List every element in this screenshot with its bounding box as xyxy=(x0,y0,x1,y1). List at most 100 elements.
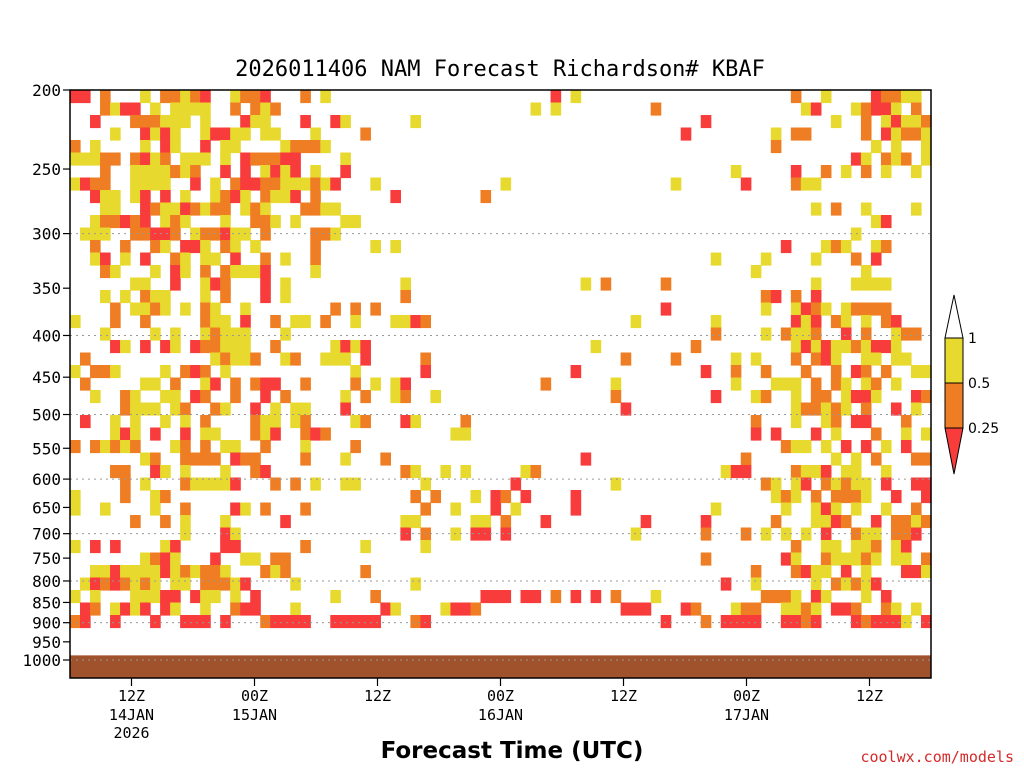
heatmap-cell xyxy=(100,502,111,516)
heatmap-cell xyxy=(880,127,892,141)
heatmap-cell xyxy=(170,327,181,341)
heatmap-cell xyxy=(270,340,281,354)
heatmap-cell xyxy=(100,577,111,591)
heatmap-cell xyxy=(840,465,852,479)
heatmap-cell xyxy=(240,265,251,279)
heatmap-cell xyxy=(730,352,742,366)
heatmap-cell xyxy=(120,340,131,354)
x-tick-date: 15JAN xyxy=(232,706,277,724)
heatmap-cell xyxy=(220,215,231,229)
heatmap-cell xyxy=(710,252,722,266)
heatmap-cell xyxy=(760,302,772,316)
heatmap-cell xyxy=(130,115,141,129)
heatmap-cell xyxy=(250,265,261,279)
heatmap-cell xyxy=(780,327,792,341)
heatmap-cell xyxy=(810,302,822,316)
heatmap-cell xyxy=(110,190,121,204)
heatmap-cell xyxy=(920,565,932,579)
heatmap-cell xyxy=(890,152,902,166)
heatmap-cell xyxy=(110,365,121,379)
y-tick-label: 800 xyxy=(32,572,61,591)
heatmap-cell xyxy=(860,302,872,316)
heatmap-cell xyxy=(140,177,151,191)
heatmap-cell xyxy=(200,240,211,254)
heatmap-cell xyxy=(160,215,171,229)
heatmap-cell xyxy=(400,390,411,404)
heatmap-cell xyxy=(150,402,161,416)
heatmap-cell xyxy=(160,152,171,166)
heatmap-cell xyxy=(860,402,872,416)
heatmap-cell xyxy=(890,602,902,616)
heatmap-cell xyxy=(390,190,401,204)
heatmap-cell xyxy=(890,515,902,529)
legend-swatch-gt1 xyxy=(944,294,964,339)
heatmap-cell xyxy=(170,215,181,229)
heatmap-cell xyxy=(380,602,391,616)
heatmap-cell xyxy=(200,377,211,391)
heatmap-cell xyxy=(140,127,151,141)
y-tick-label: 850 xyxy=(32,593,61,612)
heatmap-cell xyxy=(290,190,301,204)
heatmap-cell xyxy=(410,490,422,504)
heatmap-cell xyxy=(250,152,261,166)
heatmap-cell xyxy=(400,527,411,541)
heatmap-cell xyxy=(890,115,902,129)
heatmap-cell xyxy=(800,340,812,354)
heatmap-cell xyxy=(200,102,211,116)
y-tick-label: 250 xyxy=(32,160,61,179)
heatmap-cell xyxy=(830,240,842,254)
heatmap-cell xyxy=(400,415,411,429)
heatmap-cell xyxy=(100,102,111,116)
heatmap-cell xyxy=(100,165,111,179)
heatmap-cell xyxy=(200,90,211,104)
heatmap-cell xyxy=(720,465,732,479)
heatmap-cell xyxy=(880,590,892,604)
heatmap-cell xyxy=(860,540,872,554)
heatmap-cell xyxy=(810,490,822,504)
heatmap-cell xyxy=(160,177,171,191)
heatmap-cell xyxy=(410,465,422,479)
heatmap-cell xyxy=(810,390,822,404)
heatmap-cell xyxy=(660,302,672,316)
heatmap-cell xyxy=(870,90,882,104)
heatmap-cell xyxy=(190,615,201,629)
heatmap-cell xyxy=(470,490,482,504)
heatmap-cell xyxy=(880,165,892,179)
x-tick-date: 17JAN xyxy=(724,706,769,724)
heatmap-cell xyxy=(330,615,341,629)
heatmap-cell xyxy=(790,127,802,141)
heatmap-cell xyxy=(300,315,311,329)
heatmap-cell xyxy=(140,140,151,154)
heatmap-cell xyxy=(310,240,321,254)
heatmap-cell xyxy=(410,515,422,529)
heatmap-cell xyxy=(200,365,211,379)
heatmap-cell xyxy=(290,477,301,491)
heatmap-cell xyxy=(900,552,912,566)
heatmap-cell xyxy=(820,415,832,429)
heatmap-cell xyxy=(160,165,171,179)
heatmap-cell xyxy=(910,390,922,404)
heatmap-cell xyxy=(250,352,261,366)
heatmap-cell xyxy=(160,515,171,529)
heatmap-cell xyxy=(140,165,151,179)
heatmap-cell xyxy=(840,240,852,254)
heatmap-cell xyxy=(200,152,211,166)
heatmap-cell xyxy=(880,102,892,116)
heatmap-cell xyxy=(580,452,592,466)
heatmap-cell xyxy=(80,152,91,166)
ground-fill xyxy=(70,654,931,678)
heatmap-cell xyxy=(180,440,191,454)
heatmap-cell xyxy=(790,540,802,554)
heatmap-cell xyxy=(860,315,872,329)
heatmap-cell xyxy=(820,352,832,366)
heatmap-cell xyxy=(260,90,271,104)
heatmap-cell xyxy=(750,390,762,404)
x-tick-label: 00Z xyxy=(733,687,760,705)
heatmap-cell xyxy=(350,377,361,391)
heatmap-cell xyxy=(150,377,161,391)
heatmap-cell xyxy=(810,102,822,116)
heatmap-cell xyxy=(860,352,872,366)
heatmap-cell xyxy=(340,115,351,129)
heatmap-cell xyxy=(810,202,822,216)
